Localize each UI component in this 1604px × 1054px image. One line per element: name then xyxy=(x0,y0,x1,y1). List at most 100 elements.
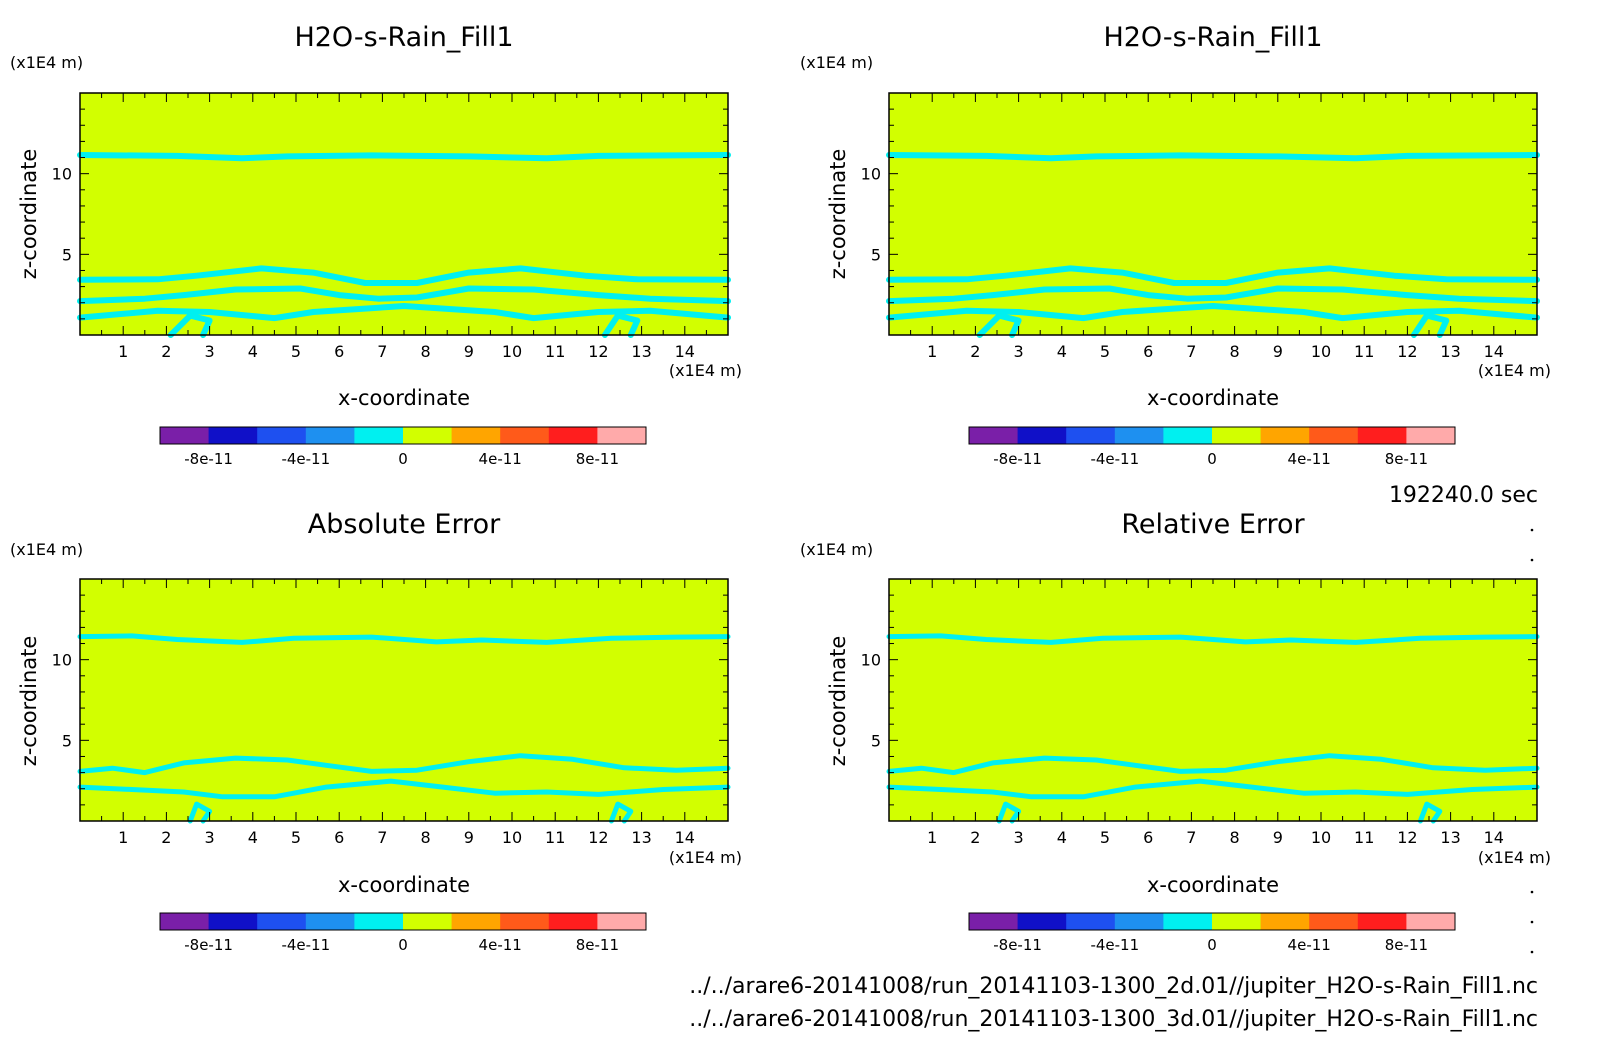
colorbar-segment xyxy=(451,427,501,444)
time-label: 192240.0 sec xyxy=(1389,483,1538,508)
y-tick-label: 10 xyxy=(861,165,881,184)
colorbar-tick-label: 0 xyxy=(1207,450,1217,468)
contour-line xyxy=(601,312,641,338)
x-tick-label: 13 xyxy=(1440,828,1460,847)
file-path-3d: ../../arare6-20141008/run_20141103-1300_… xyxy=(689,1007,1538,1032)
y-tick-label: 5 xyxy=(871,731,881,750)
panel-title: H2O-s-Rain_Fill1 xyxy=(294,22,513,53)
colorbar-segment xyxy=(1357,427,1407,444)
colorbar-segment xyxy=(1406,427,1456,444)
colorbar-segment xyxy=(1260,427,1310,444)
x-tick-label: 13 xyxy=(1440,342,1460,361)
x-axis-label: x-coordinate xyxy=(1147,873,1279,897)
colorbar-tick-label: 8e-11 xyxy=(1385,936,1428,954)
colorbar-segment xyxy=(1212,427,1262,444)
colorbar-segment xyxy=(160,427,210,444)
colorbar-segment xyxy=(1163,913,1213,930)
margin-dot xyxy=(1530,860,1534,864)
colorbar-segment xyxy=(969,913,1019,930)
x-tick-label: 10 xyxy=(1311,342,1331,361)
colorbar-0: -8e-11 -4e-11 0 4e-11 8e-11 xyxy=(159,426,647,468)
x-tick-label: 12 xyxy=(1397,342,1417,361)
x-tick-label: 6 xyxy=(334,342,344,361)
x-tick-label: 5 xyxy=(1100,828,1110,847)
x-tick-label: 12 xyxy=(1397,828,1417,847)
colorbar-segment xyxy=(1260,913,1310,930)
colorbar-segment xyxy=(1066,913,1116,930)
y-tick-label: 5 xyxy=(62,731,72,750)
x-tick-label: 4 xyxy=(248,828,258,847)
x-tick-label: 2 xyxy=(161,342,171,361)
y-unit-label: (x1E4 m) xyxy=(10,53,83,72)
y-axis-label: z-coordinate xyxy=(826,636,850,767)
contour-line xyxy=(886,778,1540,800)
panel-1: H2O-s-Rain_Fill1 (x1E4 m) z-coordinate 1… xyxy=(800,22,1551,468)
x-tick-label: 3 xyxy=(1014,828,1024,847)
colorbar-segment xyxy=(354,913,404,930)
colorbar-segment xyxy=(1163,427,1213,444)
colorbar-segment xyxy=(305,427,355,444)
colorbar-1: -8e-11 -4e-11 0 4e-11 8e-11 xyxy=(968,426,1456,468)
x-tick-label: 6 xyxy=(334,828,344,847)
contour-line xyxy=(886,753,1540,776)
x-tick-label: 8 xyxy=(421,828,431,847)
colorbar-2: -8e-11 -4e-11 0 4e-11 8e-11 xyxy=(159,912,647,954)
colorbar-tick-label: -8e-11 xyxy=(184,936,233,954)
x-axis-label: x-coordinate xyxy=(338,873,470,897)
x-unit-label: (x1E4 m) xyxy=(669,361,742,380)
x-tick-label: 9 xyxy=(1273,828,1283,847)
colorbar-tick-label: -8e-11 xyxy=(184,450,233,468)
colorbar-segment xyxy=(257,913,307,930)
colorbar-tick-label: 0 xyxy=(398,450,408,468)
contour-line xyxy=(77,265,731,286)
x-unit-label: (x1E4 m) xyxy=(1478,848,1551,867)
x-tick-label: 14 xyxy=(675,342,695,361)
y-tick-label: 5 xyxy=(62,245,72,264)
x-tick-label: 6 xyxy=(1143,828,1153,847)
colorbar-3: -8e-11 -4e-11 0 4e-11 8e-11 xyxy=(968,912,1456,954)
colorbar-segment xyxy=(969,427,1019,444)
x-tick-label: 13 xyxy=(631,828,651,847)
colorbar-tick-label: 0 xyxy=(1207,936,1217,954)
colorbar-tick-label: -8e-11 xyxy=(993,450,1042,468)
colorbar-segment xyxy=(403,427,453,444)
contour-line xyxy=(77,753,731,776)
y-axis-label: z-coordinate xyxy=(17,636,41,767)
colorbar-tick-label: 4e-11 xyxy=(1288,936,1331,954)
x-tick-label: 1 xyxy=(927,828,937,847)
x-tick-label: 5 xyxy=(1100,342,1110,361)
colorbar-segment xyxy=(597,913,647,930)
contour-line xyxy=(77,285,731,305)
colorbar-segment xyxy=(548,913,598,930)
x-tick-label: 3 xyxy=(205,828,215,847)
x-tick-label: 7 xyxy=(1186,828,1196,847)
x-tick-label: 1 xyxy=(927,342,937,361)
x-tick-label: 2 xyxy=(161,828,171,847)
x-tick-label: 14 xyxy=(1484,828,1504,847)
x-tick-label: 4 xyxy=(248,342,258,361)
colorbar-segment xyxy=(500,913,550,930)
contour-line xyxy=(187,801,213,824)
x-tick-label: 14 xyxy=(1484,342,1504,361)
panel-title: H2O-s-Rain_Fill1 xyxy=(1103,22,1322,53)
colorbar-frame xyxy=(968,912,1456,931)
x-tick-label: 9 xyxy=(1273,342,1283,361)
x-tick-label: 9 xyxy=(464,342,474,361)
colorbar-segment xyxy=(1114,427,1164,444)
x-tick-label: 9 xyxy=(464,828,474,847)
colorbar-segment xyxy=(257,427,307,444)
colorbar-segment xyxy=(1066,427,1116,444)
x-tick-label: 2 xyxy=(970,828,980,847)
contour-line xyxy=(996,801,1022,824)
contour-line xyxy=(886,633,1540,645)
colorbar-segment xyxy=(1309,913,1359,930)
x-tick-label: 5 xyxy=(291,342,301,361)
colorbar-tick-label: -8e-11 xyxy=(993,936,1042,954)
margin-dot xyxy=(1530,558,1534,562)
x-tick-label: 4 xyxy=(1057,342,1067,361)
x-axis-label: x-coordinate xyxy=(1147,386,1279,410)
colorbar-segment xyxy=(1212,913,1262,930)
x-tick-label: 8 xyxy=(1230,342,1240,361)
